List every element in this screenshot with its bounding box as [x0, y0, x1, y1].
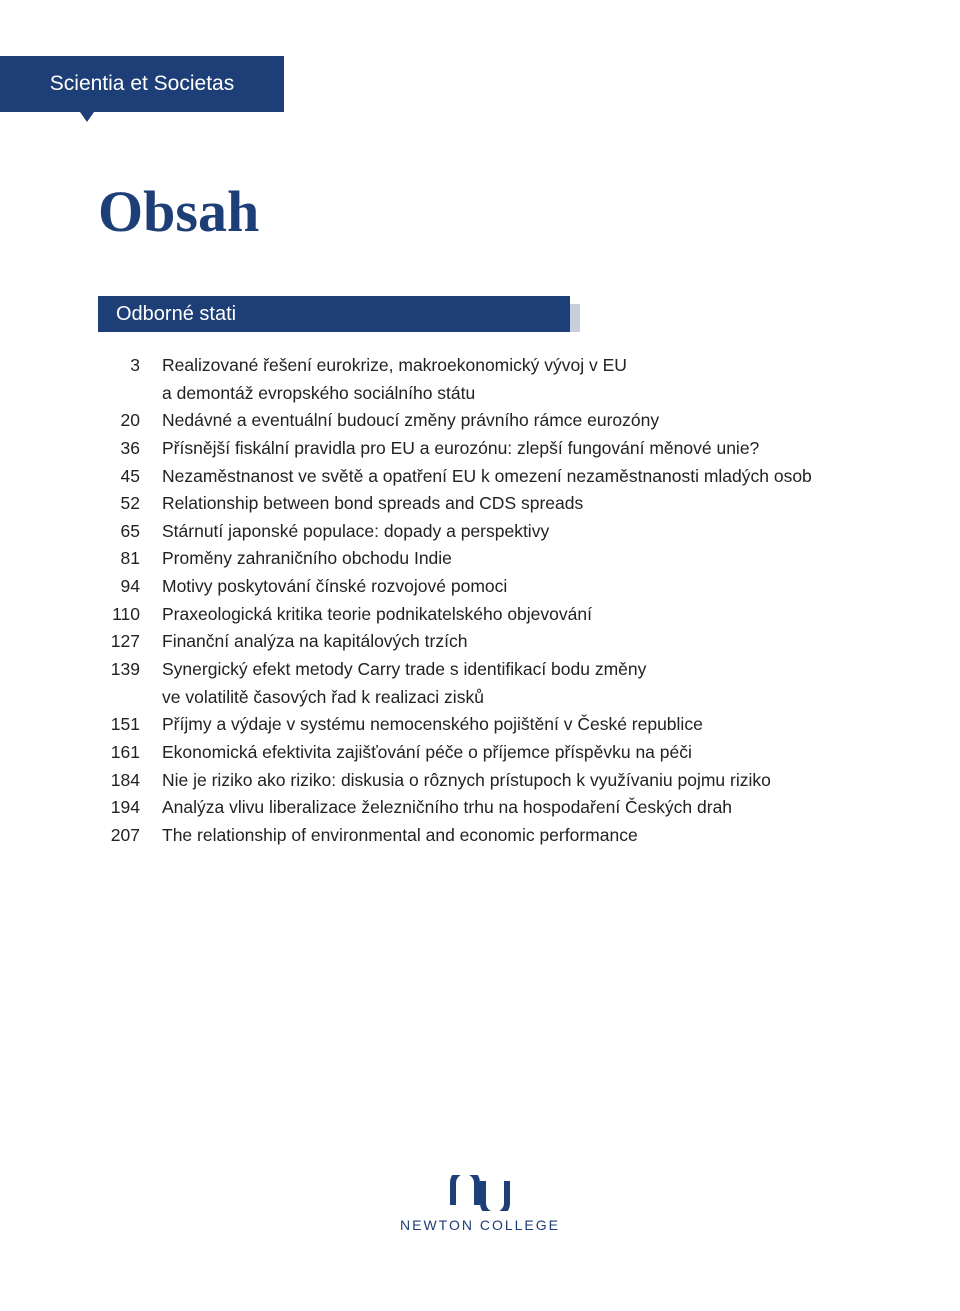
toc-row: a demontáž evropského sociálního státu [98, 380, 878, 408]
section-heading-text: Odborné stati [116, 303, 236, 326]
section-tab-shadow [570, 304, 580, 332]
toc-row: 127Finanční analýza na kapitálových trzí… [98, 628, 878, 656]
toc-entry-title: Stárnutí japonské populace: dopady a per… [162, 518, 878, 546]
toc-entry-title: Proměny zahraničního obchodu Indie [162, 545, 878, 573]
toc-entry-title: Nedávné a eventuální budoucí změny právn… [162, 407, 878, 435]
toc-entry-title: Finanční analýza na kapitálových trzích [162, 628, 878, 656]
toc-entry-title: The relationship of environmental and ec… [162, 822, 878, 850]
toc-row: 52Relationship between bond spreads and … [98, 490, 878, 518]
journal-name-tab: Scientia et Societas [0, 56, 284, 112]
toc-page-number: 3 [98, 352, 162, 380]
toc-page-number: 45 [98, 463, 162, 491]
toc-page-number: 36 [98, 435, 162, 463]
toc-page-number: 65 [98, 518, 162, 546]
toc-row: 81Proměny zahraničního obchodu Indie [98, 545, 878, 573]
toc-page-number: 151 [98, 711, 162, 739]
toc-row: 45Nezaměstnanost ve světě a opatření EU … [98, 463, 878, 491]
toc-row: 184Nie je riziko ako riziko: diskusia o … [98, 767, 878, 795]
toc-page-number [98, 684, 162, 712]
page: Scientia et Societas Obsah Odborné stati… [0, 0, 960, 1311]
toc-page-number: 20 [98, 407, 162, 435]
toc-entry-title: ve volatilitě časových řad k realizaci z… [162, 684, 878, 712]
toc-page-number: 81 [98, 545, 162, 573]
footer-logo-text: NEWTON COLLEGE [400, 1217, 560, 1233]
section-heading-tab: Odborné stati [98, 296, 570, 332]
toc-row: 194Analýza vlivu liberalizace železniční… [98, 794, 878, 822]
toc-entry-title: Příjmy a výdaje v systému nemocenského p… [162, 711, 878, 739]
toc-row: 207The relationship of environmental and… [98, 822, 878, 850]
page-title: Obsah [98, 178, 259, 245]
section-heading-wrap: Odborné stati [98, 296, 570, 332]
toc-row: 20Nedávné a eventuální budoucí změny prá… [98, 407, 878, 435]
toc-page-number: 184 [98, 767, 162, 795]
journal-name-text: Scientia et Societas [50, 72, 234, 96]
toc-row: 139Synergický efekt metody Carry trade s… [98, 656, 878, 684]
toc-entry-title: Synergický efekt metody Carry trade s id… [162, 656, 878, 684]
newton-logo-icon [441, 1175, 519, 1211]
toc-entry-title: Realizované řešení eurokrize, makroekono… [162, 352, 878, 380]
toc-page-number: 161 [98, 739, 162, 767]
toc-page-number: 139 [98, 656, 162, 684]
footer-logo: NEWTON COLLEGE [0, 1175, 960, 1233]
toc-row: 110Praxeologická kritika teorie podnikat… [98, 601, 878, 629]
toc-row: 161Ekonomická efektivita zajišťování péč… [98, 739, 878, 767]
toc-row: 94Motivy poskytování čínské rozvojové po… [98, 573, 878, 601]
toc-entry-title: Nezaměstnanost ve světě a opatření EU k … [162, 463, 878, 491]
toc-entry-title: a demontáž evropského sociálního státu [162, 380, 878, 408]
header-notch-icon [80, 112, 94, 122]
toc-page-number: 94 [98, 573, 162, 601]
toc-entry-title: Praxeologická kritika teorie podnikatels… [162, 601, 878, 629]
table-of-contents: 3Realizované řešení eurokrize, makroekon… [98, 352, 878, 850]
toc-page-number [98, 380, 162, 408]
toc-row: 36Přísnější fiskální pravidla pro EU a e… [98, 435, 878, 463]
toc-page-number: 110 [98, 601, 162, 629]
toc-row: 3Realizované řešení eurokrize, makroekon… [98, 352, 878, 380]
toc-entry-title: Ekonomická efektivita zajišťování péče o… [162, 739, 878, 767]
toc-page-number: 207 [98, 822, 162, 850]
toc-entry-title: Analýza vlivu liberalizace železničního … [162, 794, 878, 822]
toc-row: ve volatilitě časových řad k realizaci z… [98, 684, 878, 712]
toc-entry-title: Relationship between bond spreads and CD… [162, 490, 878, 518]
toc-entry-title: Přísnější fiskální pravidla pro EU a eur… [162, 435, 878, 463]
toc-page-number: 52 [98, 490, 162, 518]
toc-row: 151Příjmy a výdaje v systému nemocenskéh… [98, 711, 878, 739]
toc-page-number: 194 [98, 794, 162, 822]
toc-entry-title: Motivy poskytování čínské rozvojové pomo… [162, 573, 878, 601]
toc-row: 65Stárnutí japonské populace: dopady a p… [98, 518, 878, 546]
toc-entry-title: Nie je riziko ako riziko: diskusia o rôz… [162, 767, 878, 795]
toc-page-number: 127 [98, 628, 162, 656]
